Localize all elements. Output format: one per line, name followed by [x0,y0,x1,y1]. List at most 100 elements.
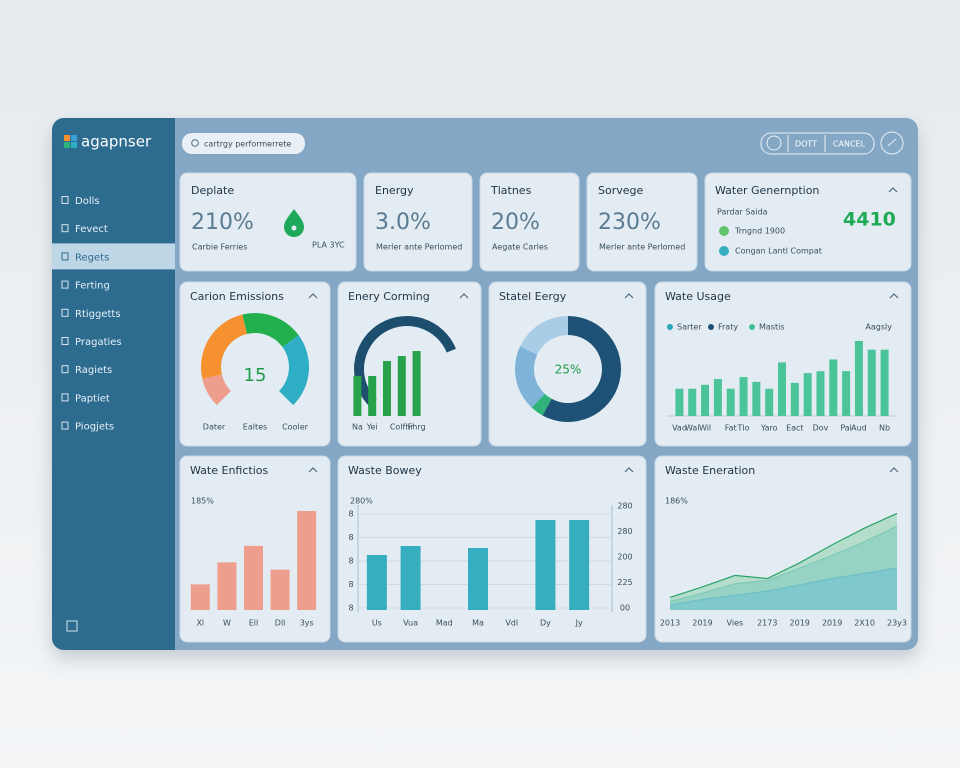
area-line [669,525,898,603]
axis-label: 8 [348,533,353,542]
x-tick-label: Wil [699,424,711,433]
x-tick-label: Vdl [505,619,518,628]
bar [713,378,722,416]
chart-title: Wate Usage [665,290,731,303]
x-tick-label: 2013 [660,619,680,628]
chart-title: Wate Enfictios [190,464,268,477]
x-tick-label: Vao [672,424,687,433]
axis-label: 8 [348,510,353,519]
drop-icon [284,209,304,237]
collapse-icon[interactable] [624,293,634,299]
settings-icon [887,138,897,147]
x-tick-label: Aud [851,424,867,433]
bar [701,384,710,416]
active-item [52,243,175,270]
x-tick-label: Nb [879,424,890,433]
legend-note: Aagsly [865,323,892,332]
collapse-icon[interactable] [624,467,634,473]
collapse-icon[interactable] [308,293,318,299]
card-label: Pardar Saida [717,208,768,217]
nav-icon [61,196,69,204]
search-box[interactable] [182,133,305,154]
nav-item[interactable]: Regets [75,252,109,263]
gauge-label: Cooler [282,423,309,432]
x-tick-label: Yei [366,423,378,432]
bar [270,569,290,610]
nav-item[interactable]: Paptiet [75,393,110,404]
nav-icon [61,421,69,430]
kpi-title: Sorvege [598,184,643,197]
bar [842,371,851,416]
nav-icon [61,393,69,402]
button[interactable]: DOTT [795,140,817,149]
collapse-icon[interactable] [459,293,469,299]
nav-item[interactable]: Pragaties [75,337,122,348]
card [179,281,331,447]
nav-item[interactable]: Fevect [75,224,108,235]
collapse-icon[interactable] [888,187,898,193]
kpi-subtitle: Merler ante Perlomed [376,243,462,252]
nav-item[interactable]: Dolls [75,196,100,207]
sidebar [52,118,175,650]
nav-icon [61,308,69,317]
bar [368,376,377,416]
card-item: Congan Lantl Compat [735,247,822,256]
nav-item[interactable]: Ferting [75,281,110,292]
area-line [669,512,898,598]
bar [675,388,684,416]
brand: agapnser [81,133,152,151]
kpi-subtitle: Merler ante Perlomed [599,243,685,252]
bar [190,584,210,610]
card [479,172,580,272]
x-tick-label: Yaro [760,424,778,433]
bar [790,382,799,416]
item-dot [719,246,729,256]
bar [412,351,421,416]
axis-label: 00 [620,604,630,613]
legend-dot [708,324,714,330]
x-tick-label: 2X10 [854,619,875,628]
x-tick-label: Colfhr [390,423,415,432]
button[interactable]: CANCEL [833,140,866,149]
area-line [669,567,898,606]
nav-icon [61,252,69,261]
bar [739,377,748,416]
card-title: Water Genernption [715,184,819,197]
gauge-segment [202,374,231,406]
axis-label: 8 [348,557,353,566]
bar [297,511,317,610]
kpi-note: PLA 3YC [312,241,345,250]
collapse-icon[interactable] [308,467,318,473]
nav-item[interactable]: Piogjets [75,422,114,433]
bar [468,548,488,610]
x-tick-label: Eact [786,424,804,433]
item-dot [719,226,729,236]
bar [880,349,889,416]
nav-item[interactable]: Rtiggetts [75,309,121,320]
gauge-label: Dater [203,423,226,432]
x-tick-label: Dy [540,619,551,628]
x-tick-label: 2019 [822,619,842,628]
drop-dot [291,225,297,231]
kpi-subtitle: Aegate Carles [492,243,548,252]
x-tick-label: 2019 [692,619,712,628]
settings-button[interactable] [880,131,904,155]
chart-title: Enery Corming [348,290,430,303]
collapse-icon[interactable] [889,293,899,299]
bar [353,376,362,416]
refresh-icon[interactable] [766,135,782,151]
grid-icon[interactable] [66,620,78,632]
x-tick-label: Xl [196,619,204,628]
x-tick-label: Tlo [737,424,750,433]
bar [854,340,863,416]
donut-segment [520,316,568,355]
kpi-value: 3.0% [375,210,431,235]
nav-item[interactable]: Ragiets [75,365,112,376]
chart-title: Statel Eergy [499,290,567,303]
nav-icon [61,365,69,374]
card-value: 4410 [843,209,896,231]
x-tick-label: 3ys [300,619,314,628]
donut-segment [542,316,622,422]
collapse-icon[interactable] [889,467,899,473]
